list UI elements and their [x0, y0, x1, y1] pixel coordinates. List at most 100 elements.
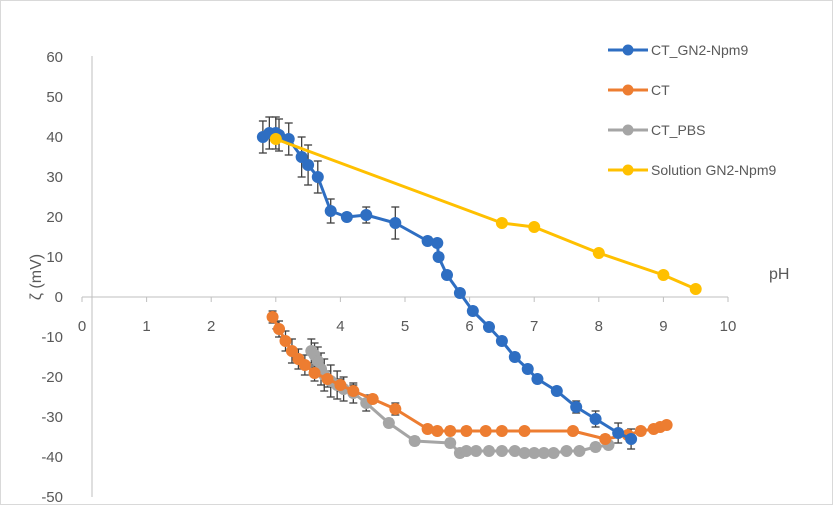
data-point	[421, 235, 434, 247]
data-point	[273, 323, 286, 335]
x-tick-label: 6	[465, 318, 473, 335]
data-point	[528, 221, 541, 233]
data-point	[295, 151, 308, 163]
y-tick-label: -40	[41, 449, 63, 466]
data-point	[431, 237, 444, 249]
data-point	[266, 311, 279, 323]
data-point	[589, 441, 602, 453]
data-point	[612, 427, 625, 439]
x-tick-label: 1	[142, 318, 150, 335]
x-tick-label: 7	[530, 318, 538, 335]
data-point	[508, 445, 521, 457]
data-point	[321, 373, 334, 385]
y-axis-title: ζ (mV)	[28, 254, 45, 300]
series-solution-gn2-npm9	[269, 133, 702, 295]
data-point	[508, 351, 521, 363]
data-point	[421, 423, 434, 435]
y-tick-label: 10	[46, 249, 63, 266]
data-point	[453, 287, 466, 299]
legend-marker	[622, 124, 634, 136]
data-point	[495, 217, 508, 229]
data-point	[531, 373, 544, 385]
data-point	[634, 425, 647, 437]
y-tick-label: 40	[46, 129, 63, 146]
y-tick-label: 50	[46, 89, 63, 106]
data-point	[460, 425, 473, 437]
legend-marker	[622, 84, 634, 96]
data-point	[431, 425, 444, 437]
y-tick-label: 0	[55, 289, 63, 306]
data-point	[521, 363, 534, 375]
data-point	[302, 159, 315, 171]
data-point	[482, 321, 495, 333]
series-ct-gn2-npm9	[256, 127, 638, 445]
data-point	[495, 425, 508, 437]
error-bars	[258, 116, 671, 458]
data-point	[308, 367, 321, 379]
legend-label: Solution GN2-Npm9	[651, 162, 776, 178]
data-point	[366, 393, 379, 405]
legend-marker	[622, 44, 634, 56]
x-axis-title: pH	[769, 266, 789, 283]
data-point	[432, 251, 445, 263]
y-tick-label: -10	[41, 329, 63, 346]
data-point	[566, 425, 579, 437]
legend-label: CT	[651, 82, 670, 98]
y-tick-label: 60	[46, 49, 63, 66]
data-point	[657, 269, 670, 281]
x-tick-label: 5	[401, 318, 409, 335]
y-tick-label: -30	[41, 409, 63, 426]
data-point	[547, 447, 560, 459]
series-line	[262, 131, 632, 441]
data-point	[495, 445, 508, 457]
x-tick-label: 4	[336, 318, 344, 335]
data-point	[589, 413, 602, 425]
data-point	[408, 435, 421, 447]
y-tick-label: -20	[41, 369, 63, 386]
data-point	[625, 433, 638, 445]
x-tick-label: 10	[720, 318, 737, 335]
data-point	[382, 417, 395, 429]
series-ct-pbs	[305, 345, 615, 459]
data-point	[570, 401, 583, 413]
data-point	[573, 445, 586, 457]
legend: CT_GN2-Npm9 CT CT_PBS Solution GN2-Npm9	[608, 42, 776, 178]
data-point	[285, 345, 298, 357]
x-tick-label: 9	[659, 318, 667, 335]
data-point	[599, 433, 612, 445]
data-point	[482, 445, 495, 457]
data-point	[334, 379, 347, 391]
data-point	[444, 437, 457, 449]
data-point	[495, 335, 508, 347]
data-point	[298, 359, 311, 371]
data-point	[279, 335, 292, 347]
data-point	[518, 425, 531, 437]
data-point	[689, 283, 702, 295]
data-point	[340, 211, 353, 223]
data-point	[389, 403, 402, 415]
legend-label: CT_GN2-Npm9	[651, 42, 748, 58]
y-tick-label: 20	[46, 209, 63, 226]
data-point	[347, 385, 360, 397]
x-tick-label: 0	[78, 318, 86, 335]
legend-label: CT_PBS	[651, 122, 705, 138]
legend-marker	[622, 164, 634, 176]
data-point	[311, 171, 324, 183]
data-point	[592, 247, 605, 259]
series-layer	[256, 127, 702, 459]
data-point	[269, 133, 282, 145]
data-point	[550, 385, 563, 397]
data-point	[324, 205, 337, 217]
x-tick-label: 8	[595, 318, 603, 335]
y-tick-label: -50	[41, 489, 63, 506]
series-line	[310, 350, 609, 455]
data-point	[466, 305, 479, 317]
y-tick-label: 30	[46, 169, 63, 186]
data-point	[470, 445, 483, 457]
data-point	[444, 425, 457, 437]
data-point	[560, 445, 573, 457]
data-point	[660, 419, 673, 431]
